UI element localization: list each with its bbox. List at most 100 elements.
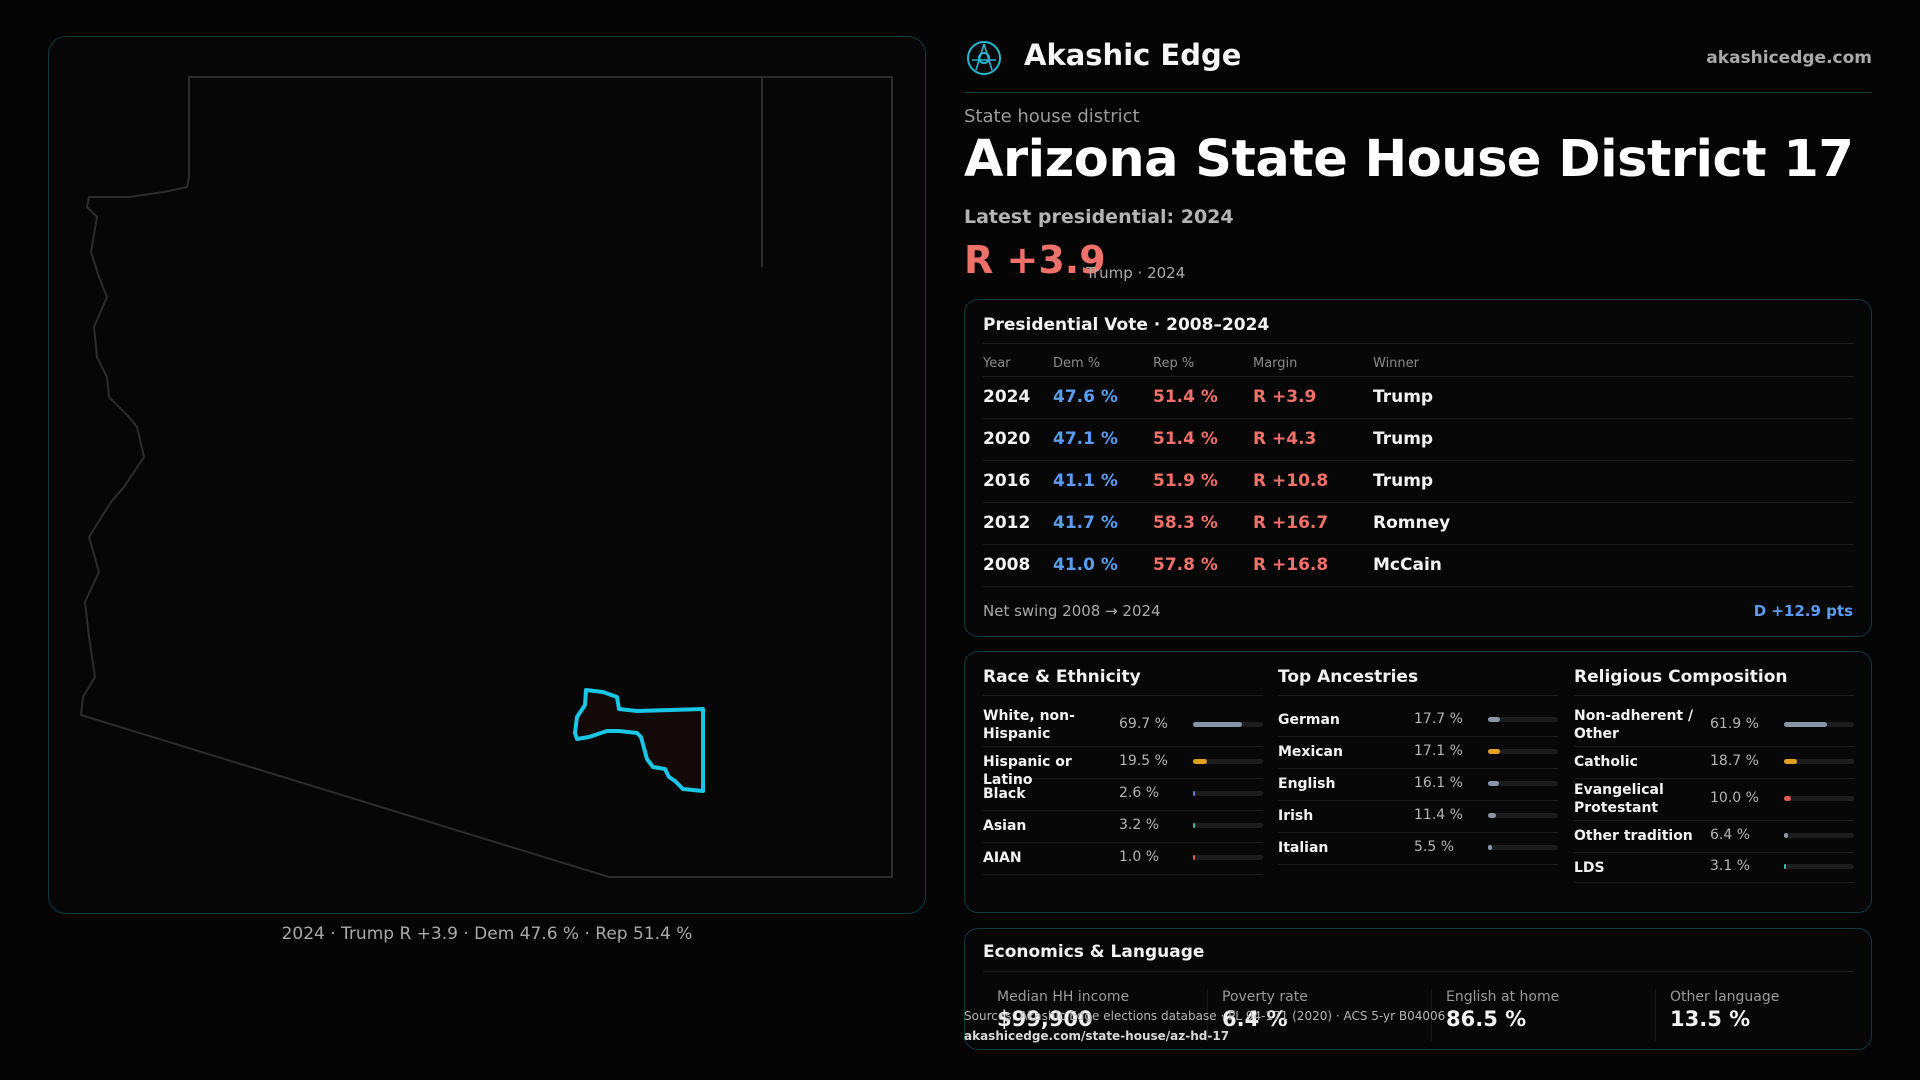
share-bar-fill [1488,781,1500,786]
column-header-rep: Rep % [1153,356,1195,371]
district-17-shape[interactable] [573,688,705,793]
table-row: 2012 41.7 % 58.3 % R +16.7 Romney [983,503,1853,545]
share-bar-fill [1193,823,1196,828]
list-item: Non-adherent / Other 61.9 % [1574,704,1854,747]
item-label: White, non-Hispanic [983,708,1075,742]
net-swing-value: D +12.9 pts [1753,602,1853,620]
item-label: Asian [983,818,1027,834]
share-bar-track [1193,791,1263,796]
list-item: Black 2.6 % [983,778,1263,811]
top-ancestries-section: Top Ancestries German 17.7 % Mexican 17.1 %… [1278,652,1558,912]
brand-url-link[interactable]: akashicedge.com [1706,48,1872,68]
row-winner: Trump [1373,429,1434,449]
item-label: English [1278,776,1336,792]
list-item: White, non-Hispanic 69.7 % [983,704,1263,747]
row-winner: McCain [1373,555,1442,575]
list-item: Asian 3.2 % [983,810,1263,843]
share-bar-track [1784,833,1854,838]
table-row: 2008 41.0 % 57.8 % R +16.8 McCain [983,545,1853,587]
row-winner: Trump [1373,471,1434,491]
item-label: Evangelical Protestant [1574,782,1664,816]
row-rep: 57.8 % [1153,555,1218,575]
row-dem: 41.0 % [1053,555,1118,575]
item-value: 11.4 % [1414,807,1463,823]
item-value: 5.5 % [1414,839,1455,855]
item-value: 61.9 % [1710,716,1759,732]
list-item: Mexican 17.1 % [1278,736,1558,769]
share-bar-fill [1784,833,1789,838]
permalink[interactable]: akashicedge.com/state-house/az-hd-17 [964,1029,1230,1043]
row-year: 2012 [983,513,1031,533]
stat-poverty-rate: Poverty rate 6.4 % [1207,989,1417,1041]
list-item: Catholic 18.7 % [1574,746,1854,779]
share-bar-fill [1784,759,1798,764]
table-row: 2016 41.1 % 51.9 % R +10.8 Trump [983,461,1853,503]
row-year: 2008 [983,555,1031,575]
economics-language-title: Economics & Language [983,942,1205,962]
page-title: Arizona State House District 17 [964,130,1854,189]
stat-label: Poverty rate [1222,989,1308,1005]
row-margin: R +10.8 [1253,471,1329,491]
item-value: 2.6 % [1119,785,1160,801]
share-bar-track [1784,864,1854,869]
share-bar-fill [1193,759,1207,764]
row-margin: R +16.7 [1253,513,1329,533]
race-ethnicity-title: Race & Ethnicity [983,667,1141,687]
share-bar-track [1193,855,1263,860]
district-map[interactable] [48,36,926,914]
headline-margin: R +3.9 [964,238,1106,282]
share-bar-track [1488,717,1558,722]
item-label: Other tradition [1574,828,1693,844]
stat-other-language: Other language 13.5 % [1655,989,1865,1041]
presidential-table-header: Year Dem % Rep % Margin Winner [983,350,1853,377]
row-margin: R +16.8 [1253,555,1329,575]
item-label: Black [983,786,1026,802]
column-header-year: Year [983,356,1011,371]
share-bar-fill [1784,864,1787,869]
list-item: Hispanic or Latino 19.5 % [983,746,1263,788]
share-bar-track [1193,722,1263,727]
share-bar-fill [1784,796,1791,801]
list-item: German 17.7 % [1278,704,1558,737]
divider [983,343,1853,344]
stat-label: Other language [1670,989,1780,1005]
share-bar-fill [1488,813,1496,818]
share-bar-track [1488,781,1558,786]
share-bar-fill [1488,845,1492,850]
row-winner: Trump [1373,387,1434,407]
list-item: English 16.1 % [1278,768,1558,801]
row-winner: Romney [1373,513,1451,533]
row-dem: 41.1 % [1053,471,1118,491]
item-value: 3.2 % [1119,817,1160,833]
item-value: 6.4 % [1710,827,1751,843]
share-bar-fill [1488,749,1500,754]
row-dem: 47.1 % [1053,429,1118,449]
stat-value: 6.4 % [1222,1007,1288,1031]
stat-label: English at home [1446,989,1560,1005]
share-bar-track [1784,722,1854,727]
row-dem: 47.6 % [1053,387,1118,407]
table-row: 2024 47.6 % 51.4 % R +3.9 Trump [983,377,1853,419]
list-item: AIAN 1.0 % [983,842,1263,875]
share-bar-track [1784,796,1854,801]
sources-footer: Sources: Akashic Edge elections database… [964,1006,1445,1046]
item-label: Non-adherent / Other [1574,708,1694,742]
list-item: Irish 11.4 % [1278,800,1558,833]
item-label: AIAN [983,850,1022,866]
arizona-map-svg [79,76,893,878]
divider [983,695,1263,696]
economics-language-card: Economics & Language Median HH income $9… [964,928,1872,1050]
demographics-card: Race & Ethnicity White, non-Hispanic 69.7… [964,651,1872,913]
religious-composition-title: Religious Composition [1574,667,1788,687]
row-rep: 51.4 % [1153,387,1218,407]
divider [1278,695,1558,696]
list-item: Evangelical Protestant 10.0 % [1574,778,1854,821]
race-ethnicity-section: Race & Ethnicity White, non-Hispanic 69.7… [983,652,1263,912]
column-header-margin: Margin [1253,356,1298,371]
column-header-winner: Winner [1373,356,1420,371]
list-item: Other tradition 6.4 % [1574,820,1854,853]
row-rep: 58.3 % [1153,513,1218,533]
item-value: 10.0 % [1710,790,1759,806]
item-label: German [1278,712,1340,728]
compass-logo-icon [967,41,1001,75]
